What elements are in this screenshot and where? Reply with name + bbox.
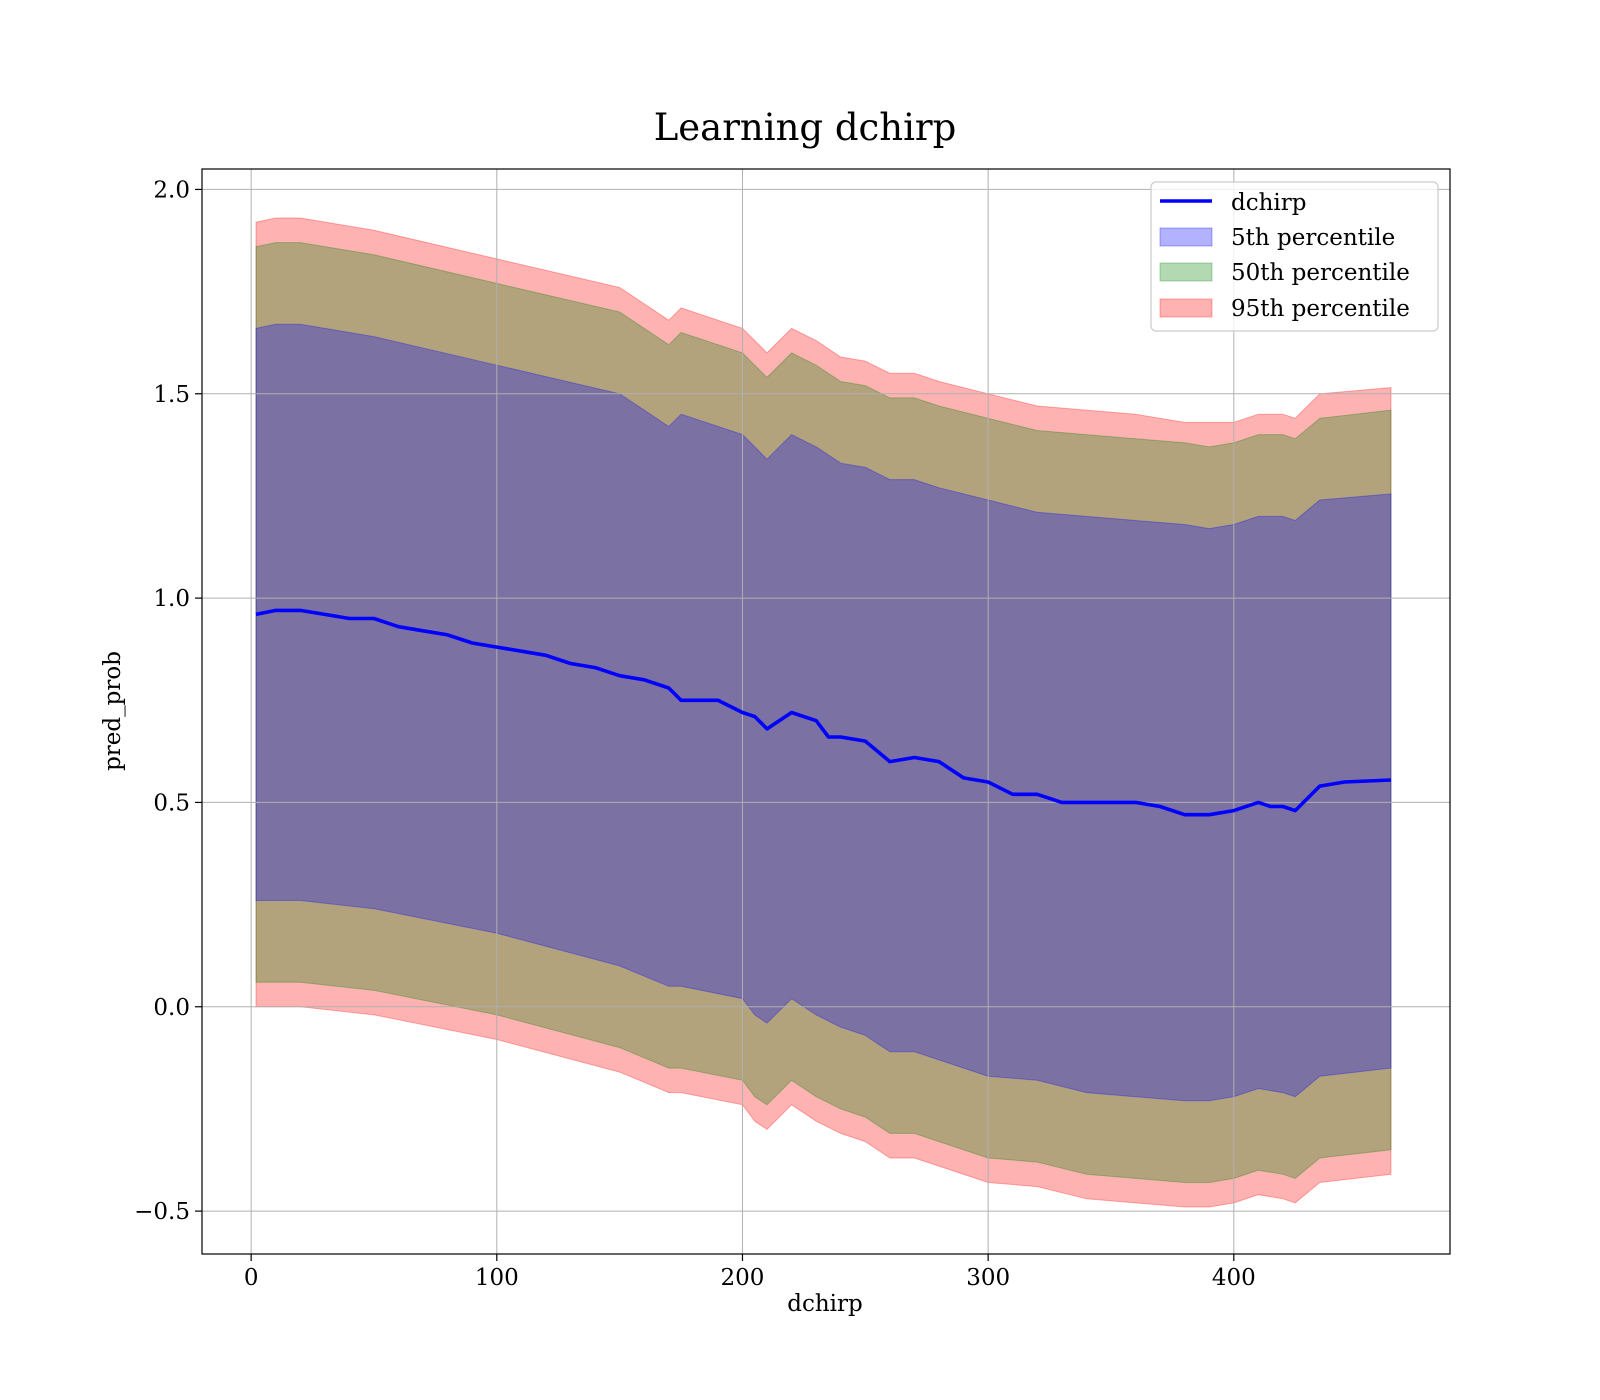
band-50th (255, 242, 1392, 1183)
y-axis-ticks: −0.5 0.0 0.5 1.0 1.5 2.0 (134, 177, 202, 1225)
y-tick-label: 1.0 (153, 586, 190, 612)
legend-label-95th: 95th percentile (1231, 296, 1410, 322)
y-axis-label: pred_prob (100, 651, 126, 771)
percentile-bands (255, 217, 1392, 1208)
data-lines (255, 608, 1392, 817)
y-tick-label: 0.0 (153, 995, 190, 1021)
band-95th (255, 217, 1392, 1208)
plot-area-frame (201, 168, 1451, 1255)
band-5th (255, 323, 1392, 1102)
chart-title: Learning dchirp (654, 106, 957, 149)
legend-label-dchirp: dchirp (1231, 190, 1307, 216)
y-tick-label: 0.5 (153, 790, 190, 816)
x-axis-ticks: 0 100 200 300 400 (244, 1254, 1256, 1291)
x-tick-label: 0 (244, 1265, 259, 1291)
gridlines (202, 169, 1450, 1254)
x-tick-label: 400 (1212, 1265, 1256, 1291)
legend-swatch-5th (1159, 227, 1213, 247)
y-tick-label: 2.0 (153, 177, 190, 203)
legend-swatch-95th (1159, 298, 1213, 318)
x-tick-label: 100 (475, 1265, 519, 1291)
legend-label-5th: 5th percentile (1231, 225, 1395, 251)
line-dchirp (255, 608, 1392, 817)
y-tick-label: −0.5 (134, 1199, 190, 1225)
x-axis-label: dchirp (787, 1291, 863, 1317)
legend-label-50th: 50th percentile (1231, 260, 1410, 286)
legend-box (1150, 181, 1439, 332)
x-tick-label: 200 (721, 1265, 765, 1291)
legend-swatch-50th (1159, 262, 1213, 282)
y-tick-label: 1.5 (153, 382, 190, 408)
legend: dchirp 5th percentile 50th percentile 95… (1150, 181, 1439, 332)
x-tick-label: 300 (966, 1265, 1010, 1291)
